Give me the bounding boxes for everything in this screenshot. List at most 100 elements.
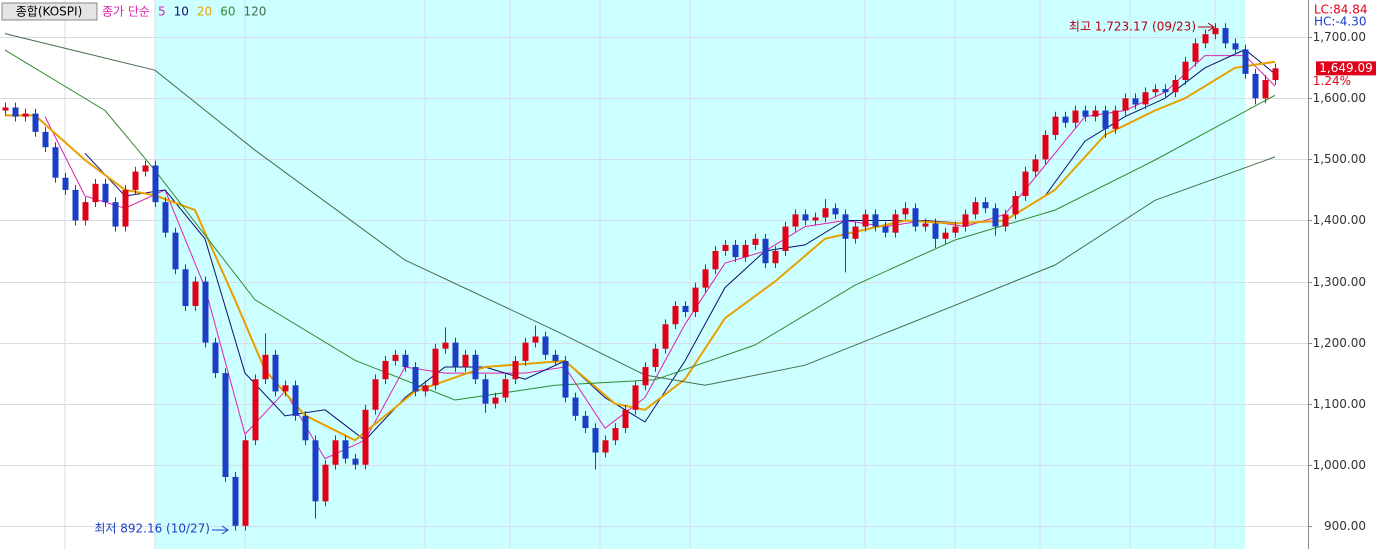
candle-body — [362, 409, 369, 465]
candle-body — [812, 217, 819, 221]
candle-body — [492, 397, 499, 404]
candle-body — [462, 354, 469, 368]
vertical-grid — [64, 0, 1216, 549]
candles — [2, 23, 1279, 531]
candle-body — [292, 385, 299, 416]
candle-body — [282, 385, 289, 392]
candle-body — [1082, 110, 1089, 117]
candle-body — [1222, 28, 1229, 44]
candle-body — [132, 171, 139, 190]
candle-body — [52, 147, 59, 178]
y-axis: 900.00 1,000.00 1,100.00 1,200.00 1,300.00 1,… — [1308, 30, 1366, 533]
candle-body — [952, 226, 959, 233]
candle-body — [152, 165, 159, 203]
candle-body — [772, 250, 779, 264]
legend-entry: 10 — [174, 5, 189, 19]
ma-line — [4, 33, 1276, 386]
candle-body — [112, 202, 119, 227]
candle-body — [972, 202, 979, 215]
candle-body — [552, 354, 559, 361]
ma-line — [4, 49, 1276, 401]
last-price-label: 1,649.09 — [1319, 61, 1372, 75]
candle-body — [1202, 34, 1209, 44]
candle-body — [72, 189, 79, 221]
candle-body — [1022, 171, 1029, 197]
candle-body — [212, 342, 219, 374]
candle-body — [672, 305, 679, 325]
candle-body — [722, 244, 729, 251]
candle-body — [702, 269, 709, 288]
candle-body — [122, 189, 129, 227]
candle-body — [1132, 98, 1139, 105]
y-tick-label: 1,100.00 — [1313, 397, 1366, 411]
candle-body — [1072, 110, 1079, 123]
candle-body — [342, 440, 349, 459]
candle-body — [692, 287, 699, 313]
candle-body — [522, 342, 529, 361]
candle-body — [1152, 89, 1159, 93]
candle-body — [1212, 28, 1219, 35]
candle-body — [1232, 43, 1239, 50]
candle-body — [32, 113, 39, 132]
candle-body — [102, 183, 109, 203]
candle-body — [532, 336, 539, 343]
high-annotation: 최고 1,723.17 (09/23) — [1069, 20, 1196, 34]
candle-body — [732, 244, 739, 258]
candle-body — [1102, 110, 1109, 129]
candle-body — [1142, 92, 1149, 105]
last-price-box — [1316, 61, 1376, 76]
legend-entry: 5 — [158, 5, 166, 19]
candle-body — [802, 214, 809, 221]
candle-body — [392, 354, 399, 361]
candle-body — [832, 208, 839, 215]
candle-body — [62, 177, 69, 190]
source-label: 종합(KOSPI) — [16, 5, 83, 19]
candle-body — [1092, 110, 1099, 117]
candle-body — [232, 476, 239, 526]
candle-body — [652, 348, 659, 368]
candle-body — [402, 354, 409, 368]
candle-body — [332, 440, 339, 465]
ma-line — [5, 60, 1276, 442]
candle-body — [272, 354, 279, 392]
y-tick-label: 1,300.00 — [1313, 275, 1366, 289]
candle-body — [912, 208, 919, 227]
candle-body — [992, 208, 999, 227]
candle-body — [562, 360, 569, 398]
candle-body — [452, 342, 459, 368]
candle-body — [42, 131, 49, 148]
candle-body — [512, 360, 519, 380]
candle-body — [1272, 68, 1279, 80]
candle-body — [662, 324, 669, 349]
candle-body — [502, 379, 509, 398]
candle-body — [432, 348, 439, 386]
candle-body — [752, 238, 759, 245]
y-tick-label: 1,700.00 — [1313, 30, 1366, 44]
candle-body — [1062, 116, 1069, 123]
candle-body — [962, 214, 969, 227]
candle-body — [842, 214, 849, 239]
candle-body — [162, 202, 169, 233]
candle-body — [1002, 214, 1009, 227]
candle-body — [302, 415, 309, 441]
candle-body — [622, 409, 629, 429]
candle-body — [1032, 159, 1039, 172]
y-tick-label: 900.00 — [1324, 519, 1366, 533]
candle-body — [322, 464, 329, 502]
candle-body — [1012, 196, 1019, 215]
ma-label: 종가 단순 — [102, 5, 150, 19]
candle-body — [2, 107, 9, 111]
candle-body — [1162, 89, 1169, 93]
legend-entry: 60 — [220, 5, 235, 19]
candle-body — [632, 385, 639, 410]
candle-body — [612, 428, 619, 441]
candle-body — [422, 385, 429, 392]
candle-body — [602, 440, 609, 453]
candle-body — [942, 232, 949, 239]
grid — [0, 37, 1308, 527]
y-tick-label: 1,200.00 — [1313, 336, 1366, 350]
candle-body — [1042, 134, 1049, 160]
candle-body — [742, 244, 749, 258]
low-arrow — [212, 525, 229, 535]
candle-body — [82, 202, 89, 221]
